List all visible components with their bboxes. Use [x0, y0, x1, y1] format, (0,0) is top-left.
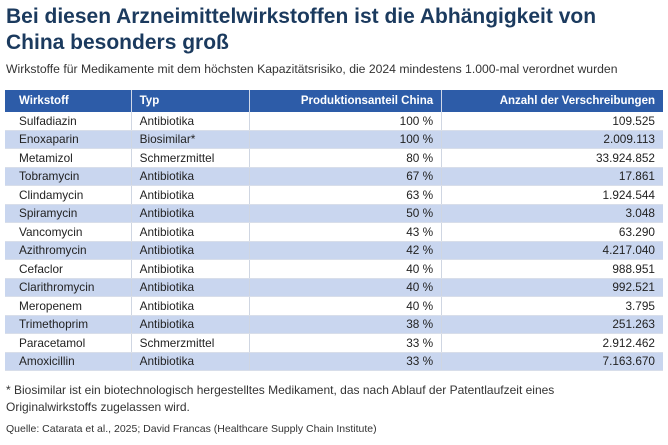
table-cell: 80 % [248, 148, 442, 168]
column-header: Typ [130, 90, 250, 112]
table-cell: Sulfadiazin [5, 112, 132, 131]
column-header: Produktionsanteil China [248, 90, 442, 112]
table-cell: Antibiotika [130, 204, 250, 223]
table-cell: Antibiotika [130, 167, 250, 186]
title: Bei diesen Arzneimittelwirkstoffen ist d… [6, 5, 597, 54]
table-row: Metamizol Schmerzmittel 80 % 33.924.852 [5, 148, 663, 168]
column-header: Anzahl der Verschreibungen [441, 90, 663, 112]
column-header: Wirkstoff [5, 90, 132, 112]
table-cell: Antibiotika [130, 352, 250, 371]
table-cell: 109.525 [441, 112, 663, 131]
table-cell: Meropenem [5, 296, 132, 316]
table-cell: Antibiotika [130, 259, 250, 279]
table-cell: 43 % [248, 222, 442, 242]
table-row: Azithromycin Antibiotika 42 % 4.217.040 [5, 241, 663, 260]
table-cell: 17.861 [441, 167, 663, 186]
footnote: * Biosimilar ist ein biotechnologisch he… [6, 383, 555, 414]
table-cell: Schmerzmittel [130, 148, 250, 168]
table-cell: Antibiotika [130, 112, 250, 131]
table-cell: 33.924.852 [441, 148, 663, 168]
table-cell: Antibiotika [130, 185, 250, 205]
table-cell: Cefaclor [5, 259, 132, 279]
table-cell: Antibiotika [130, 222, 250, 242]
subtitle: Wirkstoffe für Medikamente mit dem höchs… [6, 62, 618, 76]
table-cell: Clarithromycin [5, 278, 132, 297]
table-cell: 251.263 [441, 315, 663, 334]
table-cell: 40 % [248, 278, 442, 297]
table-cell: 67 % [248, 167, 442, 186]
table-cell: Schmerzmittel [130, 333, 250, 353]
table-row: Enoxaparin Biosimilar* 100 % 2.009.113 [5, 130, 663, 149]
table-row: Meropenem Antibiotika 40 % 3.795 [5, 296, 663, 316]
table-cell: Azithromycin [5, 241, 132, 260]
table-cell: 63.290 [441, 222, 663, 242]
table-row: Spiramycin Antibiotika 50 % 3.048 [5, 204, 663, 223]
table-cell: 2.009.113 [441, 130, 663, 149]
table-cell: 40 % [248, 259, 442, 279]
table-body: Sulfadiazin Antibiotika 100 % 109.525 Enoxap… [5, 112, 663, 371]
table-cell: 33 % [248, 333, 442, 353]
table-cell: 40 % [248, 296, 442, 316]
header-row: Wirkstoff Typ Produktionsanteil China Anzah… [5, 90, 663, 112]
table-row: Clarithromycin Antibiotika 40 % 992.521 [5, 278, 663, 297]
table-cell: Paracetamol [5, 333, 132, 353]
table-cell: Enoxaparin [5, 130, 132, 149]
table-cell: 100 % [248, 130, 442, 149]
table-cell: Amoxicillin [5, 352, 132, 371]
table-cell: 3.048 [441, 204, 663, 223]
table-row: Cefaclor Antibiotika 40 % 988.951 [5, 259, 663, 279]
table-row: Amoxicillin Antibiotika 33 % 7.163.670 [5, 352, 663, 371]
table-cell: 100 % [248, 112, 442, 131]
table-cell: Clindamycin [5, 185, 132, 205]
table-cell: Antibiotika [130, 315, 250, 334]
table-cell: 3.795 [441, 296, 663, 316]
table-cell: Trimethoprim [5, 315, 132, 334]
table-cell: Vancomycin [5, 222, 132, 242]
table-cell: Antibiotika [130, 241, 250, 260]
table-cell: Antibiotika [130, 278, 250, 297]
table: Wirkstoff Typ Produktionsanteil China Anzah… [5, 90, 663, 371]
table-cell: 4.217.040 [441, 241, 663, 260]
table-cell: 2.912.462 [441, 333, 663, 353]
table-cell: 63 % [248, 185, 442, 205]
table-cell: Spiramycin [5, 204, 132, 223]
table-cell: Antibiotika [130, 296, 250, 316]
table-cell: 33 % [248, 352, 442, 371]
table-row: Paracetamol Schmerzmittel 33 % 2.912.462 [5, 333, 663, 353]
table-row: Trimethoprim Antibiotika 38 % 251.263 [5, 315, 663, 334]
table-cell: 992.521 [441, 278, 663, 297]
table-row: Vancomycin Antibiotika 43 % 63.290 [5, 222, 663, 242]
table-cell: Biosimilar* [130, 130, 250, 149]
table-cell: 7.163.670 [441, 352, 663, 371]
table-row: Tobramycin Antibiotika 67 % 17.861 [5, 167, 663, 186]
table-cell: 38 % [248, 315, 442, 334]
table-row: Sulfadiazin Antibiotika 100 % 109.525 [5, 112, 663, 131]
table-cell: Tobramycin [5, 167, 132, 186]
table-row: Clindamycin Antibiotika 63 % 1.924.544 [5, 185, 663, 205]
table-cell: 42 % [248, 241, 442, 260]
table-cell: 988.951 [441, 259, 663, 279]
table-cell: Metamizol [5, 148, 132, 168]
table-cell: 1.924.544 [441, 185, 663, 205]
source: Quelle: Catarata et al., 2025; David Fra… [6, 423, 377, 435]
table-cell: 50 % [248, 204, 442, 223]
